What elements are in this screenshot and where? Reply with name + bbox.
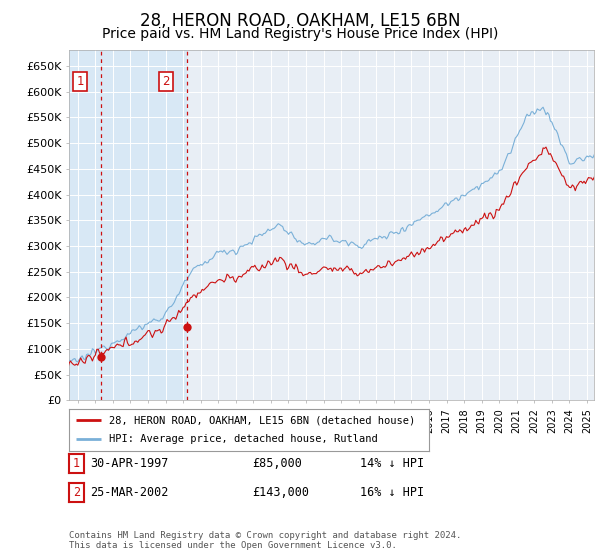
Text: HPI: Average price, detached house, Rutland: HPI: Average price, detached house, Rutl… bbox=[109, 435, 377, 445]
Bar bbox=[101, 50, 187, 400]
Text: 2: 2 bbox=[162, 75, 170, 88]
Text: £85,000: £85,000 bbox=[252, 456, 302, 470]
Text: 28, HERON ROAD, OAKHAM, LE15 6BN: 28, HERON ROAD, OAKHAM, LE15 6BN bbox=[140, 12, 460, 30]
Text: 28, HERON ROAD, OAKHAM, LE15 6BN (detached house): 28, HERON ROAD, OAKHAM, LE15 6BN (detach… bbox=[109, 415, 415, 425]
Bar bbox=[69, 50, 101, 400]
Text: Price paid vs. HM Land Registry's House Price Index (HPI): Price paid vs. HM Land Registry's House … bbox=[102, 27, 498, 41]
Text: 30-APR-1997: 30-APR-1997 bbox=[90, 456, 169, 470]
Text: 2: 2 bbox=[73, 486, 80, 500]
Text: Contains HM Land Registry data © Crown copyright and database right 2024.
This d: Contains HM Land Registry data © Crown c… bbox=[69, 530, 461, 550]
Text: 1: 1 bbox=[73, 456, 80, 470]
Text: 25-MAR-2002: 25-MAR-2002 bbox=[90, 486, 169, 500]
Text: 16% ↓ HPI: 16% ↓ HPI bbox=[360, 486, 424, 500]
Text: £143,000: £143,000 bbox=[252, 486, 309, 500]
Text: 1: 1 bbox=[76, 75, 84, 88]
Text: 14% ↓ HPI: 14% ↓ HPI bbox=[360, 456, 424, 470]
